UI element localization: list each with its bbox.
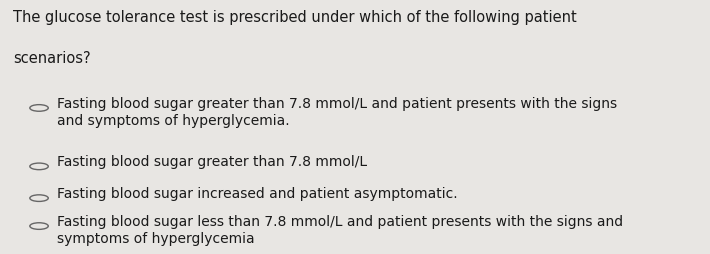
Text: and symptoms of hyperglycemia.: and symptoms of hyperglycemia. [57,114,290,128]
Text: Fasting blood sugar greater than 7.8 mmol/L and patient presents with the signs: Fasting blood sugar greater than 7.8 mmo… [57,97,617,110]
Text: scenarios?: scenarios? [13,51,90,66]
Text: Fasting blood sugar increased and patient asymptomatic.: Fasting blood sugar increased and patien… [57,187,457,201]
Text: The glucose tolerance test is prescribed under which of the following patient: The glucose tolerance test is prescribed… [13,10,577,25]
Text: Fasting blood sugar less than 7.8 mmol/L and patient presents with the signs and: Fasting blood sugar less than 7.8 mmol/L… [57,215,623,229]
Text: Fasting blood sugar greater than 7.8 mmol/L: Fasting blood sugar greater than 7.8 mmo… [57,155,367,169]
Text: symptoms of hyperglycemia: symptoms of hyperglycemia [57,232,254,246]
